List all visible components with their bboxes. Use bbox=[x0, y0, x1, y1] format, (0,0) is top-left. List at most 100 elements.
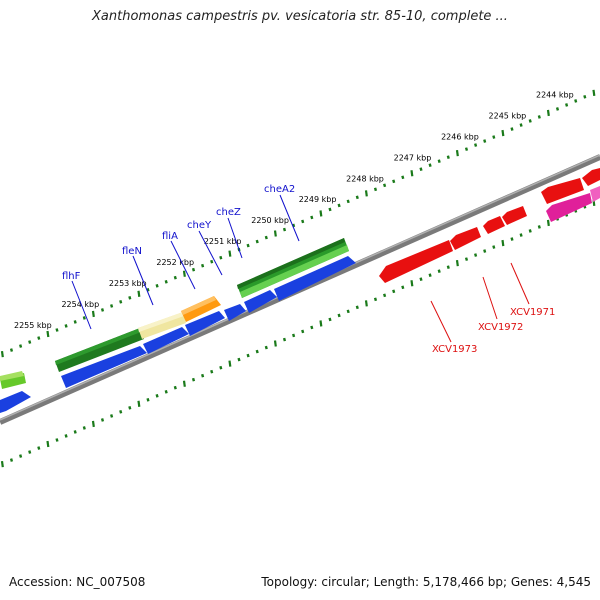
minor-tick bbox=[246, 243, 250, 248]
major-tick bbox=[364, 300, 368, 307]
major-tick bbox=[455, 259, 459, 267]
gene-cheZ[interactable] bbox=[244, 290, 277, 313]
minor-tick bbox=[110, 304, 114, 308]
minor-tick bbox=[428, 163, 432, 168]
gene-cheA2[interactable] bbox=[274, 256, 356, 301]
minor-tick bbox=[73, 430, 77, 434]
gene-XCV1972[interactable] bbox=[450, 227, 481, 250]
major-tick bbox=[410, 280, 414, 287]
minor-tick bbox=[346, 309, 350, 314]
minor-tick bbox=[146, 397, 150, 402]
minor-tick bbox=[392, 289, 396, 294]
major-tick bbox=[91, 420, 95, 428]
minor-tick bbox=[419, 167, 423, 172]
gene-label-XCV1972[interactable]: XCV1972 bbox=[478, 322, 523, 333]
major-tick bbox=[546, 219, 550, 227]
kbp-tick-label: 2252 kbp bbox=[156, 258, 194, 267]
feature-green-left[interactable] bbox=[0, 373, 26, 389]
minor-tick bbox=[510, 127, 514, 131]
gene-forward-left[interactable] bbox=[0, 391, 31, 413]
gene-XCV1971[interactable] bbox=[483, 216, 505, 234]
minor-tick bbox=[219, 365, 223, 370]
gene-pink-far-right-a[interactable] bbox=[546, 193, 592, 222]
feature-cheA2-highlight bbox=[240, 245, 349, 298]
feature-fliA-body[interactable] bbox=[181, 296, 221, 322]
gene-pink-far-right-b[interactable] bbox=[590, 186, 600, 202]
minor-tick bbox=[191, 267, 196, 272]
minor-tick bbox=[446, 265, 450, 269]
kbp-tick-label: 2244 kbp bbox=[536, 90, 574, 99]
gene-cheY[interactable] bbox=[224, 304, 246, 321]
tick-track: 2244 kbp 2245 kbp 2246 kbp 2247 kbp 2248 kbp… bbox=[0, 89, 596, 468]
minor-tick bbox=[383, 293, 387, 298]
gene-label-leaders bbox=[71, 194, 530, 343]
gene-label-fliA[interactable]: fliA bbox=[162, 231, 178, 242]
minor-tick bbox=[583, 95, 587, 99]
feature-flhF-highlight bbox=[55, 328, 141, 365]
minor-tick bbox=[191, 377, 196, 382]
major-tick bbox=[46, 440, 50, 448]
gene-labels: cheA2 cheZ cheY fliA fleN flhF XCV1971 X… bbox=[62, 184, 555, 355]
minor-tick bbox=[292, 223, 296, 228]
minor-tick bbox=[383, 183, 387, 188]
minor-tick bbox=[37, 446, 41, 450]
minor-tick bbox=[328, 317, 332, 322]
major-tick bbox=[455, 149, 459, 157]
kbp-tick-label: 2254 kbp bbox=[61, 300, 99, 309]
major-tick bbox=[546, 109, 550, 117]
gene-label-XCV1971[interactable]: XCV1971 bbox=[510, 307, 555, 318]
gene-label-fleN[interactable]: fleN bbox=[122, 246, 142, 257]
minor-tick bbox=[528, 119, 532, 123]
major-tick bbox=[0, 350, 4, 358]
gene-flhF[interactable] bbox=[61, 346, 147, 388]
minor-tick bbox=[401, 285, 405, 290]
inner-tick-track bbox=[0, 199, 596, 468]
minor-tick bbox=[255, 349, 259, 354]
minor-tick bbox=[282, 337, 287, 342]
minor-tick bbox=[537, 225, 541, 229]
gene-label-cheA2[interactable]: cheA2 bbox=[264, 184, 295, 195]
minor-tick bbox=[565, 103, 569, 107]
minor-tick bbox=[355, 305, 359, 310]
minor-tick bbox=[9, 348, 14, 352]
minor-tick bbox=[28, 340, 32, 344]
minor-tick bbox=[82, 316, 86, 320]
kbp-tick-label: 2253 kbp bbox=[109, 279, 147, 288]
major-tick bbox=[228, 360, 232, 367]
minor-tick bbox=[219, 255, 223, 260]
gene-red-far-right-b[interactable] bbox=[582, 168, 600, 186]
minor-tick bbox=[210, 259, 214, 264]
minor-tick bbox=[282, 227, 287, 232]
gene-label-cheZ[interactable]: cheZ bbox=[216, 207, 241, 218]
kbp-tick-label: 2255 kbp bbox=[14, 321, 52, 330]
gene-label-flhF[interactable]: flhF bbox=[62, 271, 81, 282]
minor-tick bbox=[437, 269, 441, 273]
minor-tick bbox=[510, 237, 514, 241]
gene-red-far-right-a[interactable] bbox=[541, 178, 584, 204]
minor-tick bbox=[146, 287, 150, 292]
minor-tick bbox=[537, 115, 541, 119]
gene-fliA[interactable] bbox=[185, 311, 225, 336]
minor-tick bbox=[301, 329, 305, 334]
minor-tick bbox=[419, 277, 423, 282]
minor-tick bbox=[464, 257, 469, 261]
accession-label: Accession: NC_007508 bbox=[9, 575, 146, 589]
gene-label-cheY[interactable]: cheY bbox=[187, 220, 212, 231]
minor-tick bbox=[555, 107, 560, 111]
major-tick bbox=[501, 129, 505, 137]
minor-tick bbox=[64, 434, 68, 438]
minor-tick bbox=[310, 215, 314, 220]
major-tick bbox=[182, 270, 186, 277]
minor-tick bbox=[492, 245, 496, 249]
feature-green-left-top bbox=[0, 371, 24, 381]
kbp-tick-label: 2246 kbp bbox=[441, 132, 479, 141]
gene-fleN[interactable] bbox=[143, 327, 189, 354]
gene-label-XCV1973[interactable]: XCV1973 bbox=[432, 344, 477, 355]
gene-XCV1970[interactable] bbox=[502, 206, 527, 225]
minor-tick bbox=[346, 199, 350, 204]
minor-tick bbox=[128, 406, 132, 410]
minor-tick bbox=[55, 438, 59, 442]
minor-tick bbox=[173, 385, 177, 390]
gene-XCV1973[interactable] bbox=[379, 240, 453, 283]
major-tick bbox=[182, 380, 186, 387]
